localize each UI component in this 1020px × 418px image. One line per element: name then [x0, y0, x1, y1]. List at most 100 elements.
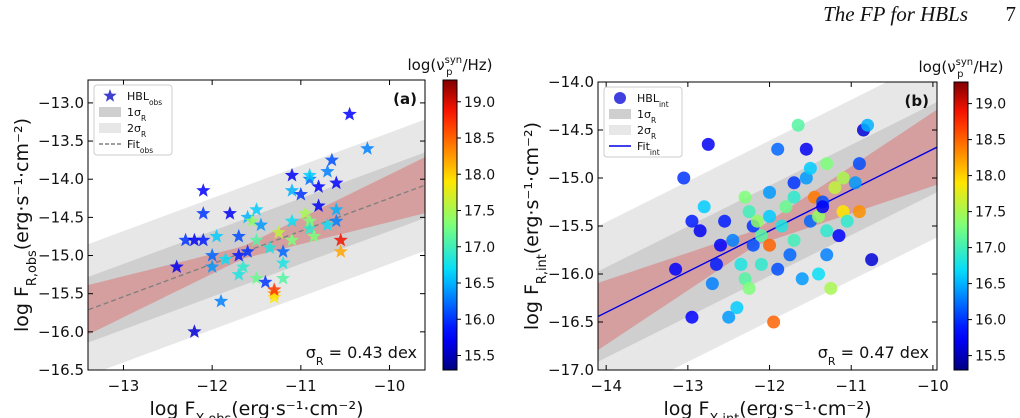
legend-label: HBLobs	[127, 90, 162, 107]
data-point	[791, 118, 805, 132]
data-point	[865, 253, 879, 267]
data-point	[787, 190, 801, 204]
x-tick-label: −13	[108, 377, 140, 395]
data-point	[307, 228, 322, 243]
data-point	[852, 205, 866, 219]
data-point	[342, 106, 357, 121]
data-point	[205, 248, 220, 262]
colorbar	[953, 81, 969, 371]
panel-label: (b)	[905, 92, 929, 110]
y-tick-label: −14.5	[38, 208, 84, 226]
panel-b: −14 −13 −12 −11 −10 −17.0 −16.5 −16.0 −15.5 −15.0…	[521, 57, 1006, 418]
x-tick-label: −10	[917, 377, 949, 395]
fit-line	[598, 146, 937, 318]
legend-label: HBLint	[637, 92, 669, 109]
data-point	[253, 217, 269, 232]
data-point	[249, 202, 264, 216]
data-point	[677, 171, 691, 185]
data-point	[861, 118, 875, 132]
data-point	[284, 213, 300, 228]
data-point	[284, 232, 300, 247]
data-point	[271, 225, 286, 239]
data-point	[169, 259, 184, 273]
legend-box	[603, 86, 683, 158]
data-point	[848, 176, 862, 190]
legend-swatch	[609, 109, 631, 119]
legend-swatch	[99, 123, 121, 133]
data-point	[824, 281, 838, 295]
colorbar-tick-label: 18.0	[975, 169, 1006, 185]
data-point	[828, 181, 842, 195]
data-point	[240, 209, 255, 224]
y-tick-label: −15.0	[548, 169, 594, 187]
colorbar-tick-label: 16.0	[975, 313, 1006, 329]
data-point	[852, 157, 866, 171]
colorbar-tick-label: 18.5	[464, 131, 495, 147]
data-point	[742, 281, 756, 295]
data-point	[701, 137, 715, 151]
x-tick-label: −14	[590, 377, 622, 395]
y-tick-label: −14.0	[548, 73, 594, 91]
data-point	[302, 213, 317, 228]
data-point	[249, 270, 264, 285]
data-point	[333, 244, 348, 258]
data-point	[284, 183, 300, 197]
legend-label: Fitobs	[127, 138, 153, 155]
data-point	[726, 233, 740, 247]
sigma-annotation: σR = 0.43 dex	[306, 343, 417, 368]
data-point	[209, 228, 224, 243]
data-point	[705, 277, 719, 291]
data-point	[329, 202, 344, 216]
data-point	[795, 272, 809, 286]
plot-area	[88, 106, 425, 370]
legend-label: 1σR	[127, 106, 146, 123]
y-tick-label: −16.0	[548, 265, 594, 283]
data-point	[320, 164, 335, 178]
data-point	[754, 229, 768, 243]
data-point	[298, 206, 313, 220]
legend-marker	[103, 89, 117, 102]
y-tick-label: −15.5	[548, 217, 594, 235]
data-point	[333, 232, 348, 247]
data-point	[820, 224, 834, 238]
x-axis-label: log FX,int(erg·s⁻¹·cm⁻²)	[664, 398, 872, 418]
data-point	[178, 232, 193, 247]
data-point	[276, 270, 291, 285]
data-point	[196, 232, 211, 247]
y-tick-label: −16.5	[548, 313, 594, 331]
data-point	[771, 262, 785, 276]
sigma-annotation: σR = 0.47 dex	[818, 343, 929, 368]
data-point	[196, 183, 211, 197]
data-point	[771, 142, 785, 156]
data-point	[693, 224, 707, 238]
panel-label: (a)	[393, 90, 417, 108]
colorbar-tick-label: 15.5	[975, 349, 1006, 365]
x-tick-label: −12	[196, 377, 228, 395]
data-point	[709, 257, 723, 271]
data-point	[231, 267, 246, 281]
data-point	[803, 161, 817, 175]
y-tick-label: −14.0	[38, 170, 84, 188]
colorbar-tick-label: 17.0	[975, 241, 1006, 257]
data-point	[231, 228, 246, 243]
data-point	[763, 185, 777, 199]
legend-label: 2σR	[127, 122, 146, 139]
data-point	[262, 240, 277, 254]
colorbar-label: log(νsyn p/Hz)	[408, 55, 493, 78]
x-tick-label: −10	[374, 377, 406, 395]
colorbar-label: log(νsyn p/Hz)	[919, 57, 1004, 80]
x-tick-label: −12	[754, 377, 786, 395]
data-point	[799, 142, 813, 156]
data-point	[820, 157, 834, 171]
data-point	[213, 293, 229, 308]
data-point	[775, 219, 789, 233]
data-point	[812, 267, 826, 281]
data-point	[249, 232, 264, 247]
data-point	[329, 213, 344, 228]
colorbar-tick-label: 19.0	[464, 95, 495, 111]
data-point	[750, 214, 764, 228]
data-point	[240, 244, 255, 258]
data-point	[738, 190, 752, 204]
data-point	[714, 238, 728, 252]
x-tick-label: −11	[835, 377, 867, 395]
